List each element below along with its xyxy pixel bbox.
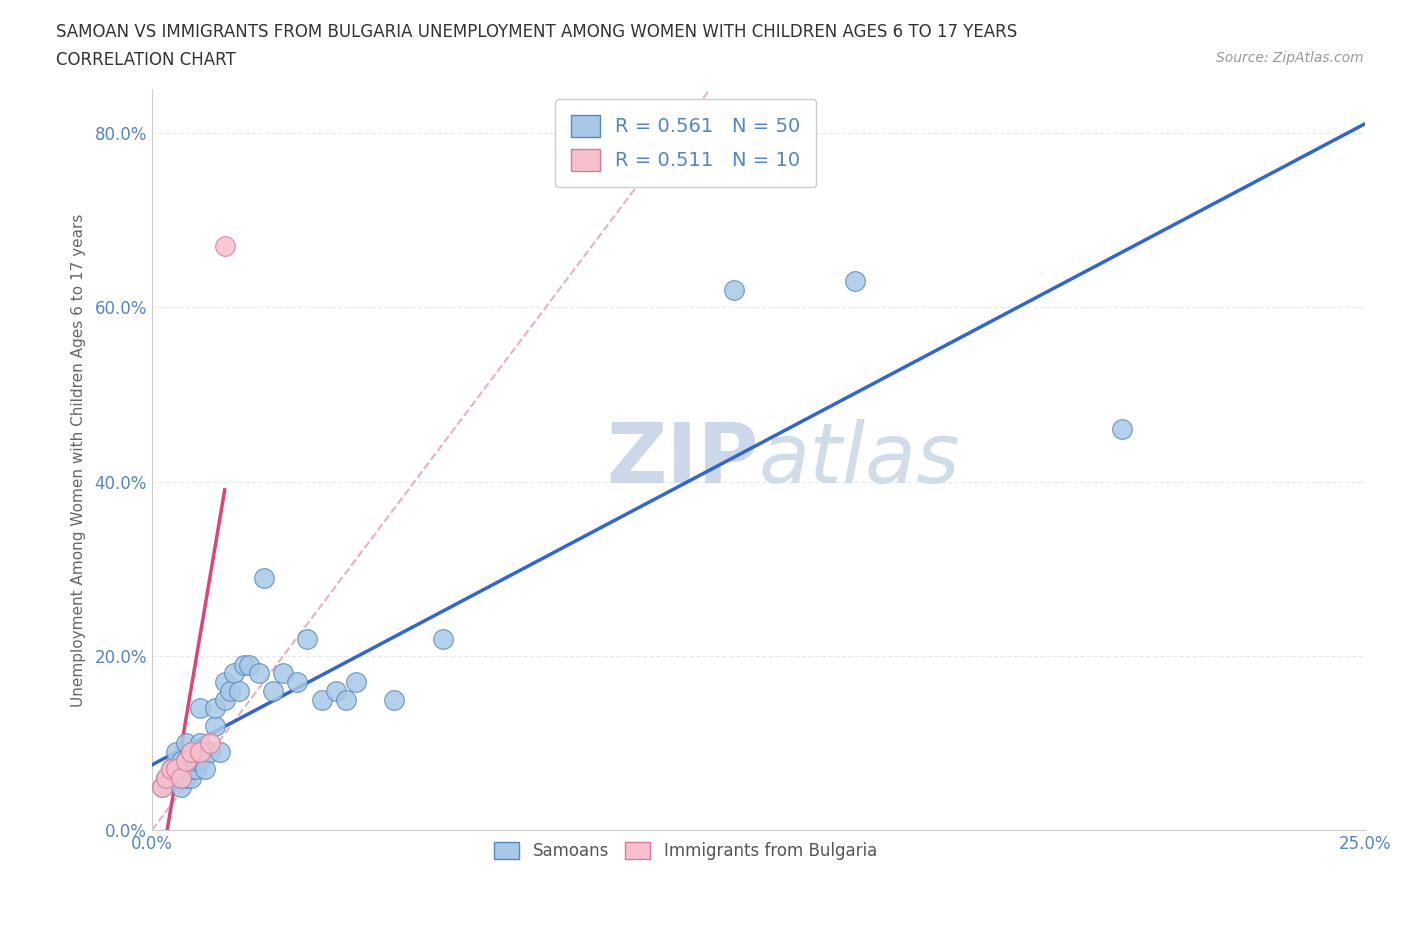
Text: ZIP: ZIP [606,419,758,500]
Point [170,753,193,768]
Point [287,674,309,689]
Point [198,736,221,751]
Point [204,701,226,716]
Point [432,631,454,646]
Point [844,273,866,288]
Point [180,744,202,759]
Point [252,570,274,585]
Point [180,771,202,786]
Point [233,658,256,672]
Point [325,684,347,698]
Text: CORRELATION CHART: CORRELATION CHART [56,51,236,69]
Point [271,666,294,681]
Point [170,771,193,786]
Point [155,771,177,786]
Point [165,762,187,777]
Point [165,771,187,786]
Point [174,762,197,777]
Point [295,631,318,646]
Point [311,692,333,707]
Point [194,762,217,777]
Point [180,744,202,759]
Text: SAMOAN VS IMMIGRANTS FROM BULGARIA UNEMPLOYMENT AMONG WOMEN WITH CHILDREN AGES 6: SAMOAN VS IMMIGRANTS FROM BULGARIA UNEMP… [56,23,1018,41]
Point [214,239,236,254]
Text: Source: ZipAtlas.com: Source: ZipAtlas.com [1216,51,1364,65]
Point [174,736,197,751]
Point [218,684,240,698]
Point [190,701,212,716]
Point [214,674,236,689]
Point [190,753,212,768]
Y-axis label: Unemployment Among Women with Children Ages 6 to 17 years: Unemployment Among Women with Children A… [72,213,86,707]
Point [228,684,250,698]
Legend: Samoans, Immigrants from Bulgaria: Samoans, Immigrants from Bulgaria [484,832,887,870]
Point [170,779,193,794]
Point [384,692,406,707]
Point [198,744,221,759]
Point [190,744,212,759]
Point [238,658,260,672]
Point [190,736,212,751]
Point [155,771,177,786]
Point [160,762,183,777]
Point [214,692,236,707]
Point [165,753,187,768]
Point [224,666,246,681]
Point [262,684,284,698]
Text: atlas: atlas [758,419,960,500]
Point [180,762,202,777]
Point [204,718,226,733]
Point [174,753,197,768]
Point [150,779,173,794]
Point [165,762,187,777]
Point [184,753,207,768]
Point [723,283,745,298]
Point [174,771,197,786]
Point [160,762,183,777]
Point [160,771,183,786]
Point [165,744,187,759]
Point [247,666,270,681]
Point [208,744,231,759]
Point [335,692,357,707]
Point [184,762,207,777]
Point [174,753,197,768]
Point [1111,422,1133,437]
Point [170,771,193,786]
Point [344,674,367,689]
Point [150,779,173,794]
